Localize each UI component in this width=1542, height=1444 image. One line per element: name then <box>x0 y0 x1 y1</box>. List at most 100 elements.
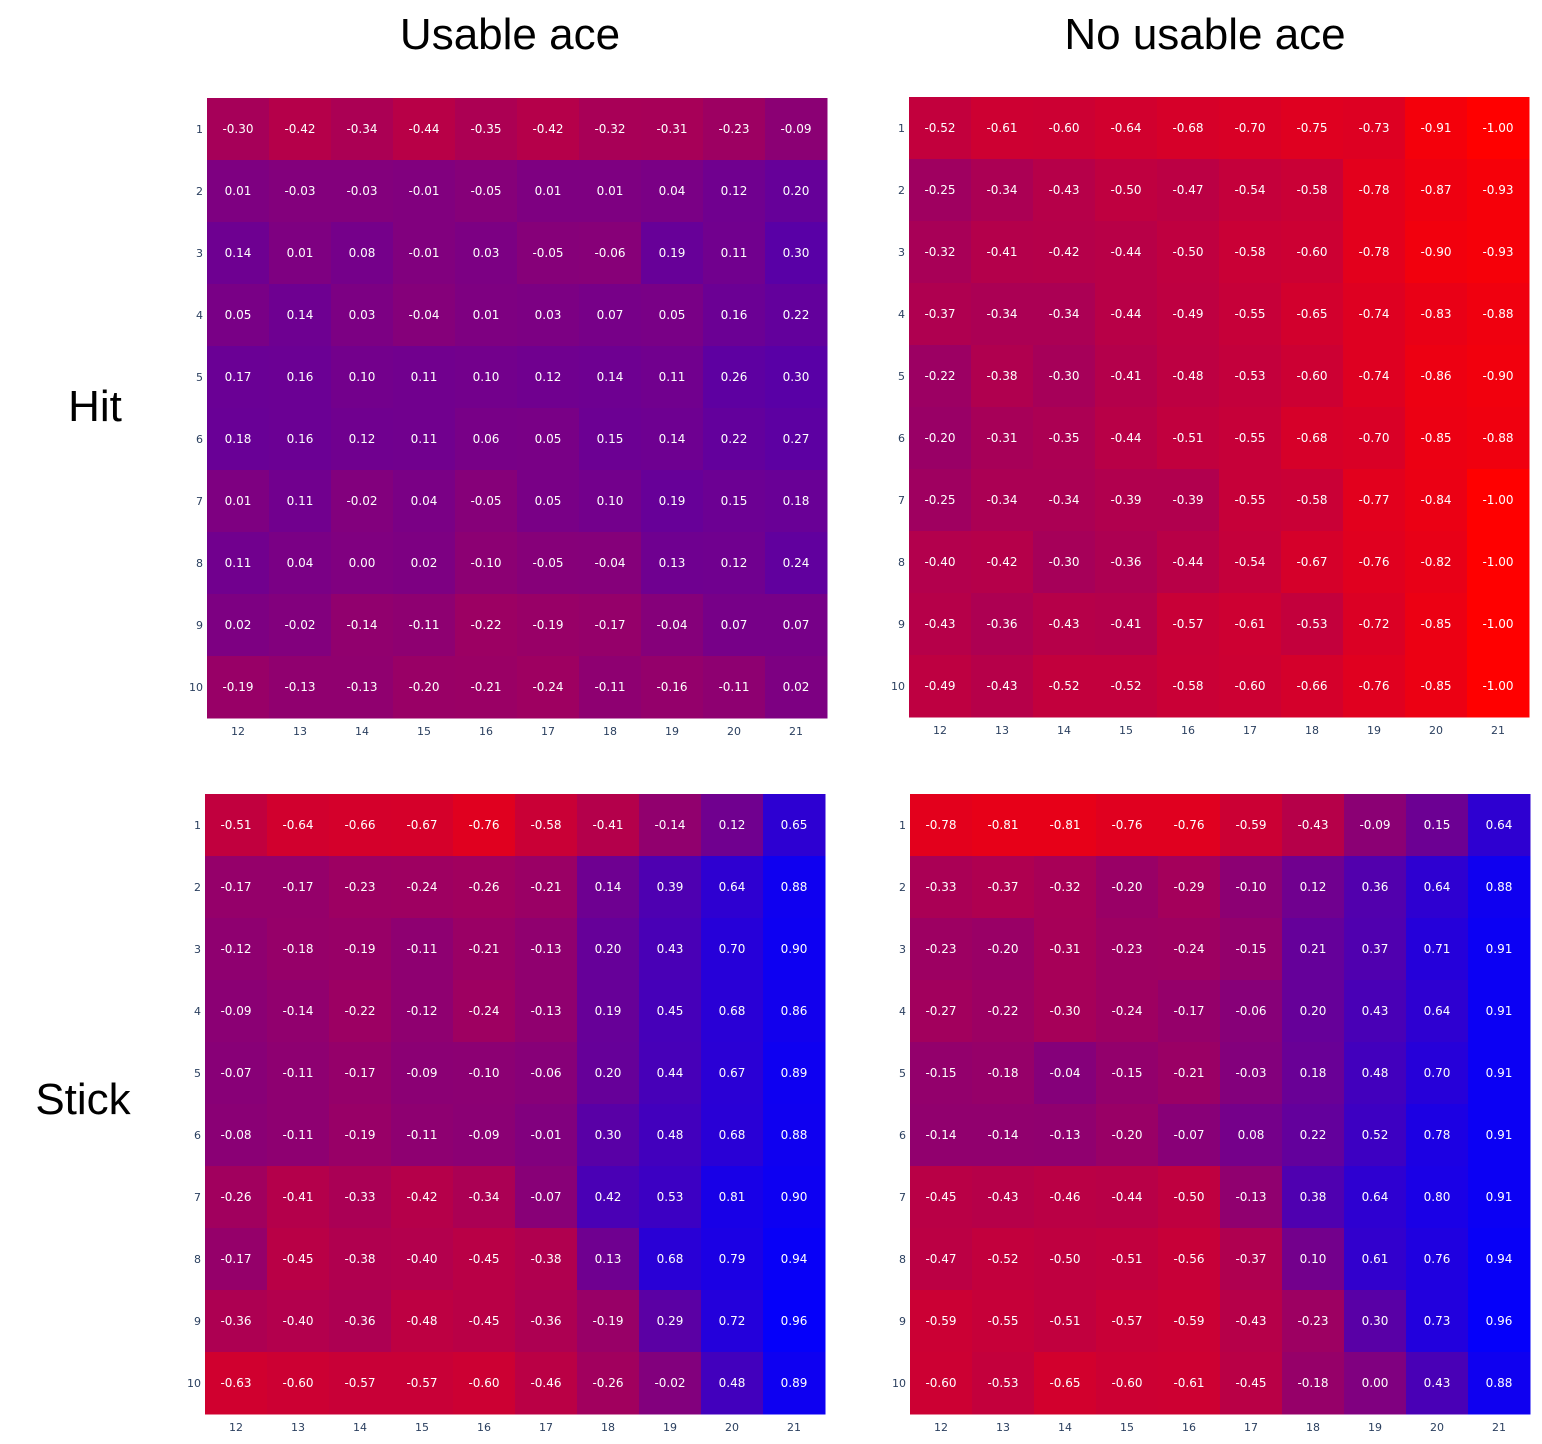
cell-value-label: -0.11 <box>282 1128 313 1142</box>
heatmap-cell <box>1343 345 1406 408</box>
heatmap-cell <box>1220 1166 1283 1229</box>
heatmap-cell <box>1157 283 1220 346</box>
cell-value-label: -0.75 <box>1296 121 1327 135</box>
cell-value-label: -0.67 <box>1296 555 1327 569</box>
heatmap-cell <box>393 594 456 657</box>
heatmap-cell <box>331 160 394 223</box>
cell-value-label: -0.10 <box>470 556 501 570</box>
heatmap-cell <box>1467 345 1530 408</box>
heatmap-cell <box>971 283 1034 346</box>
heatmap-cell <box>1220 1290 1283 1353</box>
cell-value-label: 0.14 <box>287 308 314 322</box>
cell-value-label: 0.12 <box>719 818 746 832</box>
heatmap-cell <box>765 98 828 161</box>
cell-value-label: -0.41 <box>986 245 1017 259</box>
heatmap-cell <box>701 1166 764 1229</box>
heatmap-cell <box>453 1352 516 1415</box>
heatmap-cell <box>1096 1166 1159 1229</box>
heatmap-cell <box>391 1042 454 1105</box>
heatmap-cell <box>269 346 332 409</box>
heatmap-cell <box>909 655 972 718</box>
cell-value-label: -0.22 <box>987 1004 1018 1018</box>
cell-value-label: 0.24 <box>783 556 810 570</box>
cell-value-label: 0.01 <box>225 494 252 508</box>
heatmap-cell <box>579 594 642 657</box>
heatmap-cell <box>577 1104 640 1167</box>
heatmap-cell <box>329 794 392 857</box>
heatmap-cell <box>1158 1290 1221 1353</box>
cell-value-label: -0.04 <box>1049 1066 1080 1080</box>
cell-value-label: -0.44 <box>408 122 439 136</box>
cell-value-label: -0.17 <box>220 1252 251 1266</box>
cell-value-label: -0.90 <box>1420 245 1451 259</box>
cell-value-label: -0.16 <box>656 680 687 694</box>
cell-value-label: -0.10 <box>1235 880 1266 894</box>
heatmap-cell <box>1282 794 1345 857</box>
cell-value-label: -0.15 <box>1111 1066 1142 1080</box>
cell-value-label: 0.19 <box>659 246 686 260</box>
heatmap-cell <box>1219 531 1282 594</box>
x-tick-label: 18 <box>1306 1421 1320 1434</box>
cell-value-label: -0.05 <box>532 556 563 570</box>
cell-value-label: -0.40 <box>924 555 955 569</box>
heatmap-cell <box>1095 407 1158 470</box>
heatmap-cell <box>515 980 578 1043</box>
heatmap-cell <box>763 1166 826 1229</box>
heatmap-cell <box>765 346 828 409</box>
x-tick-label: 14 <box>355 725 369 738</box>
heatmap-cell <box>971 97 1034 160</box>
heatmap-cell <box>703 222 766 285</box>
heatmap-cell <box>909 593 972 656</box>
y-tick-label: 10 <box>189 681 203 694</box>
cell-value-label: -0.36 <box>344 1314 375 1328</box>
cell-value-label: 0.07 <box>721 618 748 632</box>
cell-value-label: -1.00 <box>1482 493 1513 507</box>
heatmap-cell <box>267 1104 330 1167</box>
cell-value-label: -0.17 <box>220 880 251 894</box>
cell-value-label: -0.64 <box>1110 121 1141 135</box>
cell-value-label: -0.76 <box>1111 818 1142 832</box>
heatmap-cell <box>331 284 394 347</box>
cell-value-label: 0.72 <box>719 1314 746 1328</box>
cell-value-label: -0.20 <box>1111 1128 1142 1142</box>
cell-value-label: 0.88 <box>1486 880 1513 894</box>
cell-value-label: -0.05 <box>470 184 501 198</box>
cell-value-label: -0.48 <box>406 1314 437 1328</box>
cell-value-label: -0.82 <box>1420 555 1451 569</box>
heatmap-cell <box>391 856 454 919</box>
cell-value-label: -0.60 <box>1048 121 1079 135</box>
heatmap-cell <box>1095 97 1158 160</box>
heatmap-cell <box>517 160 580 223</box>
cell-value-label: 0.02 <box>411 556 438 570</box>
heatmap-cell <box>579 656 642 719</box>
heatmap-cell <box>1095 469 1158 532</box>
heatmap-cell <box>1467 407 1530 470</box>
cell-value-label: -0.25 <box>924 493 955 507</box>
heatmap-cell <box>701 1104 764 1167</box>
heatmap-cell <box>1468 1042 1531 1105</box>
heatmap-cell <box>205 918 268 981</box>
heatmap-cell <box>269 408 332 471</box>
cell-value-label: 0.11 <box>721 246 748 260</box>
x-tick-label: 13 <box>291 1421 305 1434</box>
cell-value-label: -0.38 <box>344 1252 375 1266</box>
cell-value-label: -0.19 <box>344 1128 375 1142</box>
heatmap-cell <box>455 98 518 161</box>
y-tick-label: 2 <box>194 881 201 894</box>
heatmap-cell <box>1033 593 1096 656</box>
heatmap-cell <box>577 1166 640 1229</box>
heatmap-cell <box>1034 1352 1097 1415</box>
cell-value-label: 0.64 <box>1362 1190 1389 1204</box>
heatmap-cell <box>391 1352 454 1415</box>
cell-value-label: -0.51 <box>1049 1314 1080 1328</box>
heatmap-cell <box>972 1042 1035 1105</box>
heatmap-cell <box>1033 655 1096 718</box>
cell-value-label: -0.85 <box>1420 679 1451 693</box>
heatmap-cell <box>329 1228 392 1291</box>
heatmap-cell <box>765 532 828 595</box>
cell-value-label: -0.70 <box>1358 431 1389 445</box>
x-tick-label: 16 <box>477 1421 491 1434</box>
heatmap-cell <box>517 532 580 595</box>
heatmap-cell <box>455 160 518 223</box>
heatmap-cell <box>972 1166 1035 1229</box>
